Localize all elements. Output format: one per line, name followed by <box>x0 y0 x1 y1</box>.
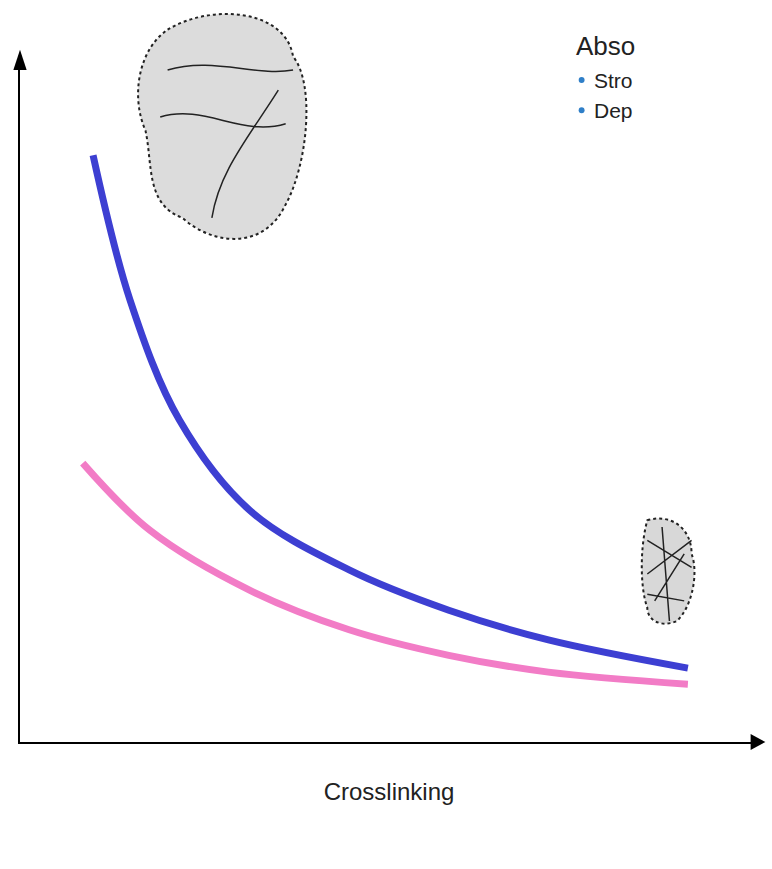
svg-text:Abso: Abso <box>576 31 635 61</box>
svg-text:Stro: Stro <box>594 69 633 92</box>
svg-text:Dep: Dep <box>594 99 633 122</box>
svg-text:Crosslinking: Crosslinking <box>324 778 455 805</box>
